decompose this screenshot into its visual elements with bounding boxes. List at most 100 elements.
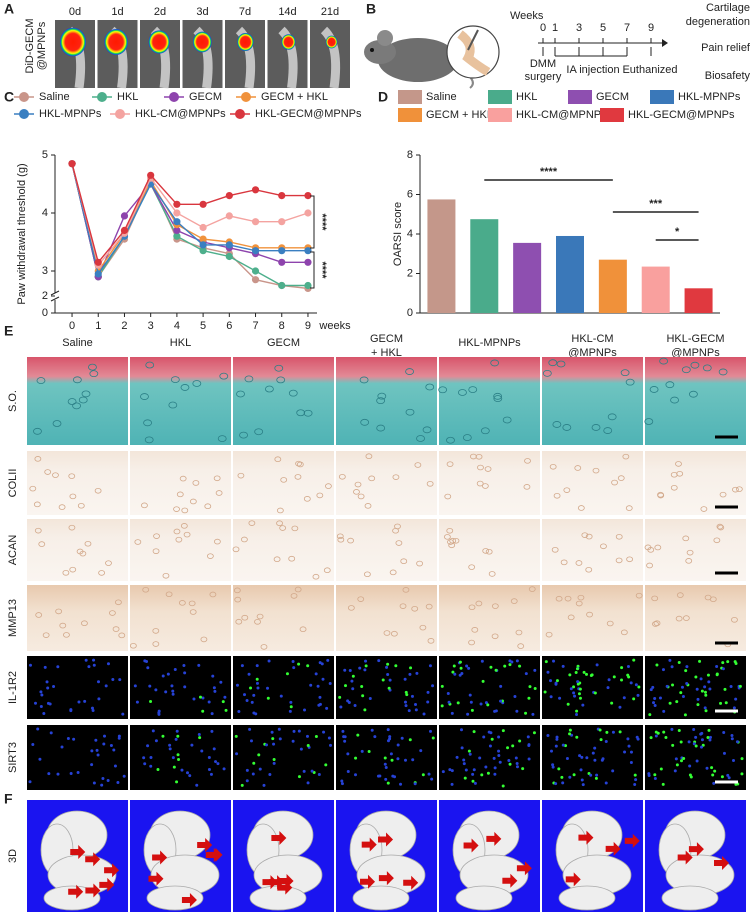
nucleus xyxy=(515,659,519,663)
nucleus xyxy=(735,740,739,744)
defect-arrow xyxy=(688,842,704,857)
nucleus xyxy=(161,674,165,678)
stain-label: COLII xyxy=(7,469,19,498)
nucleus xyxy=(348,668,352,672)
lacuna xyxy=(88,363,97,371)
lacuna xyxy=(140,393,149,400)
cell xyxy=(482,548,490,554)
defect-arrow xyxy=(565,872,581,887)
cell xyxy=(233,587,241,594)
nucleus xyxy=(94,738,98,742)
nucleus xyxy=(555,735,559,739)
cell xyxy=(400,558,408,564)
lacuna xyxy=(490,359,500,367)
nucleus xyxy=(384,766,388,770)
data-point xyxy=(304,281,312,290)
nucleus xyxy=(277,727,281,731)
nucleus xyxy=(696,703,700,707)
nucleus xyxy=(620,666,624,670)
nucleus xyxy=(706,735,710,739)
nucleus xyxy=(557,767,561,771)
cell xyxy=(237,472,245,479)
nucleus xyxy=(722,751,726,755)
nucleus xyxy=(40,693,44,697)
y-axis-label: OARSI score xyxy=(392,202,404,266)
lacuna xyxy=(556,360,566,368)
nucleus xyxy=(730,737,734,741)
x-tick-label: 4 xyxy=(174,320,180,332)
nucleus xyxy=(543,690,547,694)
nucleus xyxy=(593,746,597,750)
nucleus xyxy=(575,735,579,739)
nucleus xyxy=(429,729,433,733)
data-point xyxy=(199,200,207,208)
nucleus xyxy=(399,782,403,786)
cell xyxy=(77,502,85,509)
nucleus xyxy=(674,757,678,761)
defect-arrow xyxy=(361,837,377,852)
cell xyxy=(273,556,281,563)
nucleus xyxy=(143,762,147,766)
nucleus xyxy=(668,658,672,662)
data-point xyxy=(120,226,129,234)
nucleus xyxy=(386,781,390,785)
nucleus xyxy=(171,756,175,760)
nucleus xyxy=(384,777,388,781)
mouse-leg xyxy=(278,26,298,89)
nucleus xyxy=(719,701,723,705)
cell xyxy=(682,535,690,542)
cell xyxy=(390,630,398,637)
cell xyxy=(395,540,403,546)
nucleus xyxy=(354,773,358,777)
signal xyxy=(104,29,128,55)
series-line xyxy=(71,163,308,273)
lacuna xyxy=(244,375,254,383)
defect-arrow xyxy=(714,855,730,870)
nucleus xyxy=(494,668,498,672)
lacuna xyxy=(52,420,62,427)
nucleus xyxy=(675,700,679,704)
axis-break xyxy=(50,296,60,302)
event-label: DMM xyxy=(530,58,556,70)
nucleus xyxy=(407,709,411,713)
data-point xyxy=(304,192,312,200)
nucleus xyxy=(730,734,734,738)
nucleus xyxy=(675,763,679,767)
nucleus xyxy=(610,701,614,705)
nucleus xyxy=(679,691,683,695)
axis-break xyxy=(50,290,60,296)
nucleus xyxy=(467,749,471,753)
lacuna xyxy=(239,431,248,439)
significance-bracket xyxy=(310,195,315,249)
nucleus xyxy=(361,694,365,698)
nucleus xyxy=(255,681,259,685)
nucleus xyxy=(456,701,460,705)
nucleus xyxy=(568,673,572,677)
defect-arrow xyxy=(70,845,86,860)
stain-label: SIRT3 xyxy=(7,742,19,773)
micrograph xyxy=(645,585,746,651)
cell xyxy=(657,491,664,498)
nucleus xyxy=(299,747,303,751)
nucleus xyxy=(156,768,160,772)
nucleus xyxy=(149,764,153,768)
nucleus xyxy=(318,702,322,706)
nucleus xyxy=(634,778,638,782)
micrograph xyxy=(130,357,231,445)
significance-label: *** xyxy=(649,198,663,210)
nucleus xyxy=(121,712,125,716)
significance-bracket xyxy=(310,251,315,289)
nucleus xyxy=(39,690,43,694)
nucleus xyxy=(388,678,392,682)
nucleus xyxy=(278,737,282,741)
bar xyxy=(470,219,499,313)
nucleus xyxy=(245,699,249,703)
lacuna xyxy=(493,395,503,402)
nucleus xyxy=(367,750,371,754)
micrograph xyxy=(645,519,746,581)
nucleus xyxy=(584,672,588,676)
nucleus xyxy=(696,697,700,701)
nucleus xyxy=(629,760,633,764)
cell xyxy=(34,456,42,462)
group-label: HKL xyxy=(170,337,191,349)
